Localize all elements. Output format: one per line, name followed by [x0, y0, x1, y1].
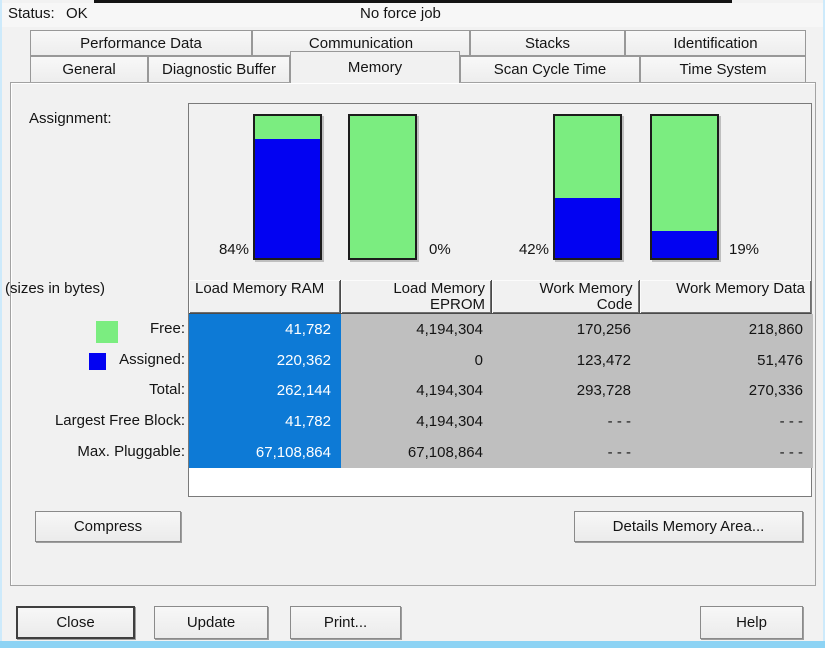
cell-total-work-code[interactable]: 293,728 [493, 375, 641, 407]
cell-assigned-load-ram[interactable]: 220,362 [189, 344, 341, 376]
row-label-largest-free-block: Largest Free Block: [54, 412, 185, 430]
tab-time-system[interactable]: Time System [640, 56, 806, 82]
bar-assigned-segment [652, 231, 717, 258]
window-border-right [823, 0, 825, 648]
column-header-load-memory-eprom[interactable]: Load Memory EPROM [340, 280, 493, 314]
cell-largest-free-load-eprom[interactable]: 4,194,304 [341, 406, 493, 438]
update-button[interactable]: Update [154, 606, 268, 639]
details-memory-area-button[interactable]: Details Memory Area... [574, 511, 803, 542]
bar-free-segment [350, 116, 415, 258]
cell-max-pluggable-load-eprom[interactable]: 67,108,864 [341, 437, 493, 468]
cell-max-pluggable-work-code[interactable]: - - - [493, 437, 641, 468]
status-value: OK [66, 5, 88, 22]
help-button[interactable]: Help [700, 606, 803, 639]
tab-scan-cycle-time[interactable]: Scan Cycle Time [460, 56, 640, 82]
print-button[interactable]: Print... [290, 606, 401, 639]
row-label-free: Free: [149, 319, 185, 337]
cell-max-pluggable-work-data[interactable]: - - - [641, 437, 813, 468]
memory-table-header: Load Memory RAM Load Memory EPROM Work M… [189, 280, 811, 314]
row-label-total: Total: [149, 381, 185, 399]
bar-work-memory-data [650, 114, 719, 260]
memory-bars-chart: 84% 0% 42% 19% [189, 104, 811, 280]
row-label-max-pluggable: Max. Pluggable: [77, 443, 185, 461]
table-row-labels: Free: Assigned: Total: Largest Free Bloc… [0, 313, 185, 467]
sizes-in-bytes-note: (sizes in bytes) [5, 280, 106, 297]
cell-max-pluggable-load-ram[interactable]: 67,108,864 [189, 437, 341, 468]
assigned-legend-swatch [89, 353, 106, 370]
cell-free-work-data[interactable]: 218,860 [641, 314, 813, 345]
free-legend-swatch [96, 321, 118, 343]
window-border-bottom [0, 641, 825, 648]
cell-largest-free-work-code[interactable]: - - - [493, 406, 641, 438]
table-filler-area [189, 467, 811, 496]
tab-memory[interactable]: Memory [290, 51, 460, 83]
memory-table-grid: 41,782 4,194,304 170,256 218,860 220,362… [189, 314, 813, 468]
cell-free-load-ram[interactable]: 41,782 [189, 314, 341, 345]
column-header-work-memory-data[interactable]: Work Memory Data [639, 280, 811, 314]
status-label: Status: [8, 5, 55, 22]
cell-largest-free-load-ram[interactable]: 41,782 [189, 406, 341, 438]
tab-identification[interactable]: Identification [625, 30, 806, 56]
cell-assigned-load-eprom[interactable]: 0 [341, 344, 493, 376]
cell-assigned-work-code[interactable]: 123,472 [493, 344, 641, 376]
assignment-label: Assignment: [29, 110, 112, 127]
bar-free-segment [255, 116, 320, 139]
percent-work-memory-code: 42% [518, 241, 549, 258]
bar-free-segment [652, 116, 717, 232]
memory-assignment-panel: 84% 0% 42% 19% Load Memory RAM Load Memo… [188, 103, 813, 497]
window-border-left [0, 0, 2, 648]
force-job-status: No force job [360, 5, 441, 22]
cell-free-load-eprom[interactable]: 4,194,304 [341, 314, 493, 345]
tab-general[interactable]: General [30, 56, 148, 82]
bar-free-segment [555, 116, 620, 199]
column-header-load-memory-ram[interactable]: Load Memory RAM [189, 280, 341, 314]
bar-assigned-segment [255, 138, 320, 258]
percent-load-memory-eprom: 0% [429, 241, 451, 258]
top-window-divider [94, 0, 732, 3]
bar-assigned-segment [555, 198, 620, 258]
row-label-assigned: Assigned: [119, 350, 185, 368]
status-bar [0, 3, 825, 27]
bar-load-memory-ram [253, 114, 322, 260]
bar-load-memory-eprom [348, 114, 417, 260]
cell-total-load-eprom[interactable]: 4,194,304 [341, 375, 493, 407]
compress-button[interactable]: Compress [35, 511, 181, 542]
cell-free-work-code[interactable]: 170,256 [493, 314, 641, 345]
cell-largest-free-work-data[interactable]: - - - [641, 406, 813, 438]
cell-total-work-data[interactable]: 270,336 [641, 375, 813, 407]
bar-work-memory-code [553, 114, 622, 260]
percent-work-memory-data: 19% [729, 241, 760, 258]
cell-total-load-ram[interactable]: 262,144 [189, 375, 341, 407]
close-button[interactable]: Close [16, 606, 135, 639]
percent-load-memory-ram: 84% [218, 241, 249, 258]
column-header-work-memory-code[interactable]: Work Memory Code [492, 280, 640, 314]
cell-assigned-work-data[interactable]: 51,476 [641, 344, 813, 376]
tab-stacks[interactable]: Stacks [470, 30, 625, 56]
tab-diagnostic-buffer[interactable]: Diagnostic Buffer [148, 56, 290, 82]
tab-performance-data[interactable]: Performance Data [30, 30, 252, 56]
